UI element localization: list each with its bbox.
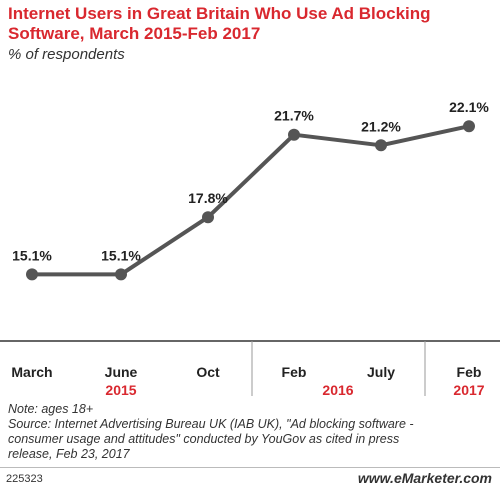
source-line-2: consumer usage and attitudes" conducted …	[8, 432, 400, 446]
data-point-2	[115, 268, 127, 281]
x-tick-label-3: Oct	[196, 364, 220, 380]
data-label-2: 15.1%	[101, 247, 141, 263]
chart-id: 225323	[6, 473, 43, 485]
data-label-4: 21.7%	[274, 108, 314, 124]
year-label-1: 2015	[105, 382, 136, 398]
data-point-1	[26, 268, 38, 281]
brand-logo: www.eMarketer.com	[357, 470, 492, 486]
x-tick-label-2: June	[105, 364, 138, 380]
data-label-5: 21.2%	[361, 118, 401, 134]
source-line-3: release, Feb 23, 2017	[8, 447, 130, 461]
chart-subtitle: % of respondents	[8, 46, 125, 63]
data-label-1: 15.1%	[12, 247, 52, 263]
data-label-6: 22.1%	[449, 99, 489, 115]
x-tick-label-6: Feb	[457, 364, 482, 380]
footer-divider	[0, 467, 500, 468]
x-tick-label-5: July	[367, 364, 395, 380]
x-tick-label-4: Feb	[282, 364, 307, 380]
data-point-4	[288, 128, 300, 141]
data-point-5	[375, 139, 387, 152]
series-line	[32, 124, 470, 277]
source-line-1: Source: Internet Advertising Bureau UK (…	[8, 417, 414, 431]
year-label-3: 2017	[453, 382, 484, 398]
data-label-3: 17.8%	[188, 190, 228, 206]
chart-title: Internet Users in Great Britain Who Use …	[8, 4, 431, 43]
x-tick-label-1: March	[11, 364, 52, 380]
data-point-6	[463, 120, 475, 133]
data-point-3	[202, 211, 214, 224]
note-text: Note: ages 18+	[8, 402, 94, 416]
line-chart: 15.1% 15.1% 17.8% 21.7% 21.2% 22.1% March June O…	[0, 99, 500, 398]
chart-notes: Note: ages 18+ Source: Internet Advertis…	[8, 402, 496, 462]
year-label-2: 2016	[322, 382, 353, 398]
